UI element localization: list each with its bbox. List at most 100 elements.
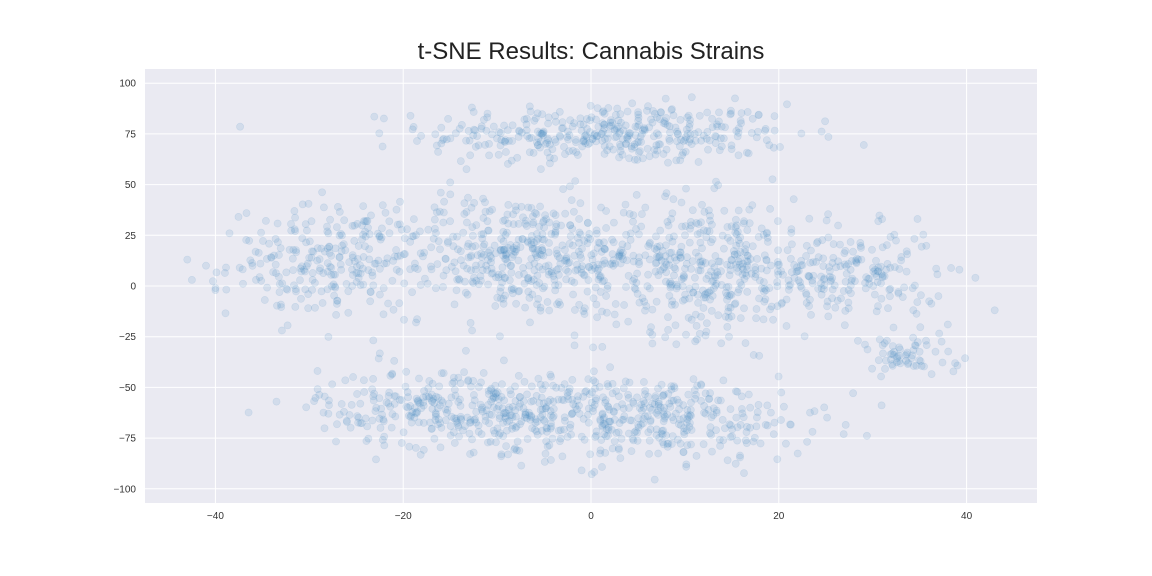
data-point bbox=[824, 233, 833, 242]
data-point bbox=[623, 133, 631, 142]
data-point bbox=[379, 284, 388, 292]
data-point bbox=[541, 211, 549, 220]
data-point bbox=[616, 140, 624, 149]
data-point bbox=[575, 228, 584, 237]
data-point bbox=[752, 133, 761, 142]
data-point bbox=[234, 212, 243, 221]
data-point bbox=[623, 132, 632, 141]
data-point bbox=[289, 245, 298, 254]
data-point bbox=[776, 143, 784, 151]
data-point bbox=[726, 266, 735, 275]
data-point bbox=[720, 244, 728, 253]
data-point bbox=[501, 291, 509, 300]
data-point bbox=[563, 133, 572, 141]
data-point bbox=[453, 275, 462, 284]
data-point bbox=[495, 332, 504, 341]
data-point bbox=[361, 217, 370, 226]
data-point bbox=[682, 132, 690, 141]
data-point bbox=[829, 253, 838, 262]
data-point bbox=[444, 115, 452, 123]
data-point bbox=[449, 373, 458, 382]
data-point bbox=[638, 154, 647, 163]
data-point bbox=[350, 236, 359, 245]
data-point bbox=[817, 290, 826, 299]
data-point bbox=[497, 450, 506, 459]
data-point bbox=[718, 415, 727, 424]
data-point bbox=[464, 253, 473, 262]
data-point bbox=[723, 233, 732, 242]
data-point bbox=[892, 236, 900, 245]
data-point bbox=[558, 452, 567, 461]
data-point bbox=[606, 363, 614, 372]
data-point bbox=[664, 313, 672, 322]
data-point bbox=[625, 154, 633, 163]
data-point bbox=[723, 291, 731, 300]
data-point bbox=[739, 259, 747, 268]
data-point bbox=[469, 108, 478, 116]
data-point bbox=[737, 281, 746, 289]
data-point bbox=[626, 129, 635, 138]
data-point bbox=[524, 238, 532, 247]
data-point bbox=[802, 298, 811, 307]
data-point bbox=[496, 294, 505, 303]
data-point bbox=[875, 211, 884, 220]
data-point bbox=[380, 259, 388, 268]
data-point bbox=[573, 233, 582, 242]
data-point bbox=[633, 428, 641, 437]
data-point bbox=[879, 349, 887, 358]
data-point bbox=[697, 312, 705, 321]
data-point bbox=[708, 277, 716, 286]
data-point bbox=[764, 237, 772, 246]
data-point bbox=[519, 213, 527, 222]
x-tick-label: −40 bbox=[207, 511, 224, 522]
data-point bbox=[869, 267, 878, 276]
data-point bbox=[953, 361, 962, 370]
data-point bbox=[773, 278, 781, 286]
data-point bbox=[544, 270, 553, 279]
data-point bbox=[562, 275, 571, 284]
grid-lines bbox=[145, 69, 1037, 503]
data-point bbox=[931, 347, 940, 356]
data-point bbox=[695, 329, 704, 338]
data-point bbox=[841, 420, 850, 429]
data-point bbox=[603, 284, 612, 293]
data-point bbox=[584, 276, 593, 284]
data-point bbox=[609, 407, 618, 416]
data-point bbox=[625, 378, 634, 387]
data-point bbox=[323, 259, 332, 267]
data-point bbox=[496, 141, 505, 150]
data-point bbox=[441, 254, 450, 263]
data-point bbox=[271, 260, 280, 269]
data-point bbox=[736, 314, 745, 322]
data-point bbox=[371, 259, 380, 268]
data-point bbox=[504, 200, 513, 209]
data-point bbox=[812, 239, 821, 248]
data-point bbox=[777, 388, 786, 397]
data-point bbox=[868, 364, 876, 373]
data-point bbox=[828, 259, 837, 267]
data-point bbox=[551, 227, 560, 236]
data-point bbox=[824, 132, 833, 141]
data-point bbox=[704, 145, 712, 154]
data-point bbox=[635, 230, 643, 239]
data-point bbox=[262, 254, 271, 263]
data-point bbox=[603, 308, 611, 317]
data-point bbox=[436, 188, 445, 197]
data-point bbox=[477, 260, 486, 269]
data-point bbox=[465, 136, 474, 145]
data-point bbox=[555, 108, 564, 116]
data-point bbox=[517, 417, 526, 426]
data-point bbox=[586, 235, 595, 244]
data-point bbox=[535, 222, 544, 231]
data-point bbox=[393, 252, 402, 261]
data-point bbox=[710, 284, 718, 293]
data-point bbox=[629, 251, 638, 260]
data-point bbox=[726, 110, 735, 119]
data-point bbox=[701, 293, 710, 302]
data-point bbox=[755, 276, 764, 285]
data-point bbox=[488, 269, 497, 277]
data-point bbox=[876, 262, 885, 271]
data-point bbox=[446, 431, 455, 440]
data-point bbox=[687, 221, 695, 230]
data-point bbox=[634, 116, 643, 125]
